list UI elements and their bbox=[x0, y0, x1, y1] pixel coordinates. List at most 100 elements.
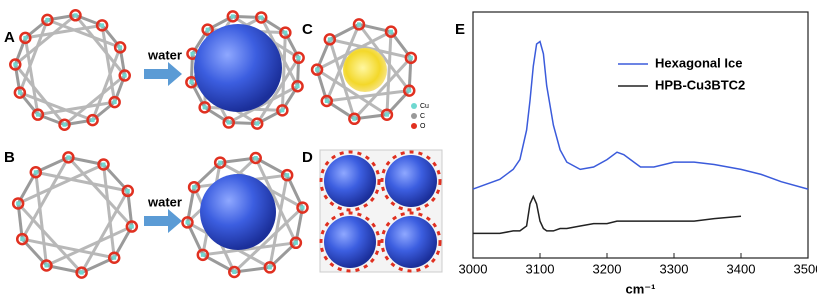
copper bbox=[218, 160, 223, 165]
legend-text: O bbox=[420, 123, 426, 130]
bond bbox=[255, 57, 300, 125]
bond bbox=[45, 225, 133, 267]
copper bbox=[17, 90, 22, 95]
bond bbox=[17, 202, 83, 274]
copper bbox=[285, 173, 290, 178]
oxygen-ring bbox=[402, 84, 416, 97]
copper bbox=[66, 155, 71, 160]
oxygen-ring bbox=[384, 25, 398, 38]
bond bbox=[35, 170, 129, 193]
copper bbox=[33, 170, 38, 175]
bond bbox=[19, 91, 94, 122]
bond bbox=[23, 37, 40, 115]
copper bbox=[100, 23, 105, 28]
panel-label: A bbox=[4, 29, 15, 46]
copper bbox=[45, 17, 50, 22]
copper bbox=[295, 84, 300, 89]
copper bbox=[293, 240, 298, 245]
oxygen-ring bbox=[40, 259, 53, 272]
structures bbox=[9, 9, 443, 279]
copper bbox=[327, 37, 332, 42]
oxygen-ring bbox=[380, 211, 442, 273]
oxygen-ring bbox=[323, 33, 337, 46]
copper bbox=[190, 51, 195, 56]
oxygen-ring bbox=[380, 108, 394, 121]
copper bbox=[125, 188, 130, 193]
legend-text: C bbox=[420, 113, 425, 120]
oxygen-ring bbox=[289, 236, 303, 250]
oxygen-ring bbox=[319, 150, 381, 212]
copper bbox=[13, 62, 18, 67]
copper bbox=[408, 55, 413, 60]
legend-dot bbox=[411, 113, 417, 119]
bond bbox=[17, 163, 105, 205]
bond bbox=[25, 23, 103, 40]
bond bbox=[63, 74, 126, 126]
oxygen-ring bbox=[97, 158, 110, 171]
bond bbox=[91, 46, 122, 121]
sphere bbox=[324, 216, 376, 268]
oxygen-ring bbox=[121, 184, 135, 198]
legend-dot bbox=[411, 103, 417, 109]
oxygen-ring bbox=[404, 51, 418, 65]
x-tick-label: 3100 bbox=[526, 261, 555, 276]
oxygen-ring bbox=[29, 166, 43, 179]
x-tick-label: 3400 bbox=[727, 261, 756, 276]
copper bbox=[232, 270, 237, 275]
legend-label: Hexagonal Ice bbox=[655, 55, 742, 70]
sphere bbox=[343, 48, 387, 92]
x-tick-label: 3500 bbox=[794, 261, 817, 276]
arrow-text: water bbox=[147, 47, 182, 62]
bond bbox=[268, 174, 289, 268]
oxygen-ring bbox=[15, 232, 29, 246]
bond bbox=[280, 32, 287, 111]
copper bbox=[267, 265, 272, 270]
bond bbox=[80, 190, 130, 274]
bond bbox=[259, 16, 299, 87]
bond bbox=[14, 63, 66, 126]
copper bbox=[255, 121, 260, 126]
oxygen-ring bbox=[69, 9, 82, 22]
oxygen-ring bbox=[113, 41, 127, 54]
copper bbox=[20, 237, 25, 242]
oxygen-ring bbox=[319, 211, 381, 273]
x-tick-label: 3000 bbox=[459, 261, 488, 276]
oxygen-ring bbox=[320, 94, 334, 108]
copper bbox=[118, 45, 123, 50]
copper bbox=[202, 105, 207, 110]
bond bbox=[385, 31, 393, 115]
bond bbox=[357, 23, 411, 92]
arrow-text: water bbox=[147, 194, 182, 209]
oxygen-ring bbox=[213, 156, 227, 169]
oxygen-ring bbox=[86, 113, 99, 127]
legend-label: HPB-Cu3BTC2 bbox=[655, 77, 745, 92]
oxygen-ring bbox=[196, 248, 210, 262]
sphere bbox=[324, 155, 376, 207]
oxygen-ring bbox=[226, 10, 240, 23]
bond bbox=[18, 19, 49, 94]
oxygen-ring bbox=[13, 86, 27, 99]
copper bbox=[253, 155, 258, 160]
copper bbox=[259, 15, 264, 20]
copper bbox=[280, 108, 285, 113]
bond bbox=[316, 30, 392, 71]
sphere bbox=[385, 216, 437, 268]
copper bbox=[352, 116, 357, 121]
oxygen-ring bbox=[250, 117, 264, 130]
panel-label: E bbox=[455, 21, 465, 38]
copper bbox=[35, 112, 40, 117]
oxygen-ring bbox=[9, 58, 22, 71]
copper bbox=[44, 263, 49, 268]
oxygen-ring bbox=[291, 80, 304, 93]
oxygen-ring bbox=[279, 26, 292, 39]
oxygen-ring bbox=[380, 150, 442, 212]
legend-dot bbox=[411, 123, 417, 129]
copper bbox=[73, 13, 78, 18]
bond bbox=[233, 206, 304, 274]
oxygen-ring bbox=[296, 201, 309, 214]
arrow bbox=[144, 62, 182, 86]
oxygen-ring bbox=[348, 112, 361, 126]
bond bbox=[46, 18, 121, 49]
bond bbox=[316, 68, 388, 116]
